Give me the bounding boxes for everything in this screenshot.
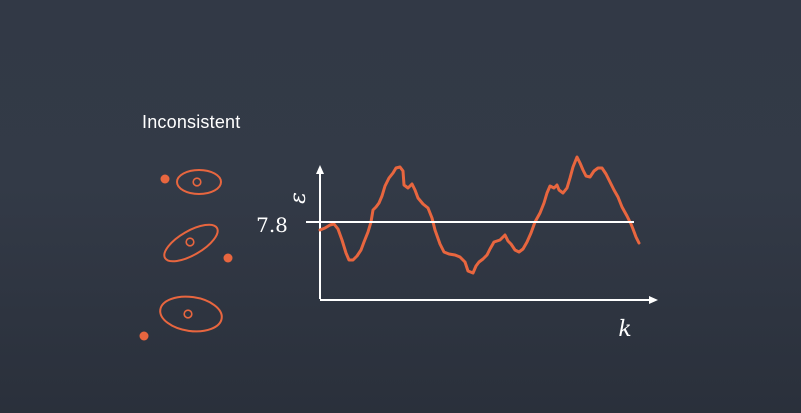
covariance-ellipse <box>163 223 219 263</box>
ellipse-group-2 <box>163 223 233 263</box>
covariance-ellipse <box>159 295 223 333</box>
ellipse-group-1 <box>160 169 222 195</box>
x-axis-label: k <box>618 317 631 342</box>
covariance-ellipse <box>176 169 222 195</box>
threshold-label: 7.8 <box>256 213 288 237</box>
true-state-dot <box>160 174 170 184</box>
epsilon-trace <box>318 155 641 275</box>
y-axis-label: ε <box>286 192 311 204</box>
y-axis-arrowhead <box>316 165 324 174</box>
true-state-dot <box>139 331 149 341</box>
true-state-dot <box>223 253 233 263</box>
ellipse-group-3 <box>139 295 223 341</box>
x-axis-arrowhead <box>649 296 658 304</box>
estimate-marker <box>192 177 202 187</box>
estimate-marker <box>185 237 195 247</box>
page-title: Inconsistent <box>142 112 241 132</box>
chart: 7.8 ε k <box>256 155 658 342</box>
estimate-marker <box>183 309 193 319</box>
